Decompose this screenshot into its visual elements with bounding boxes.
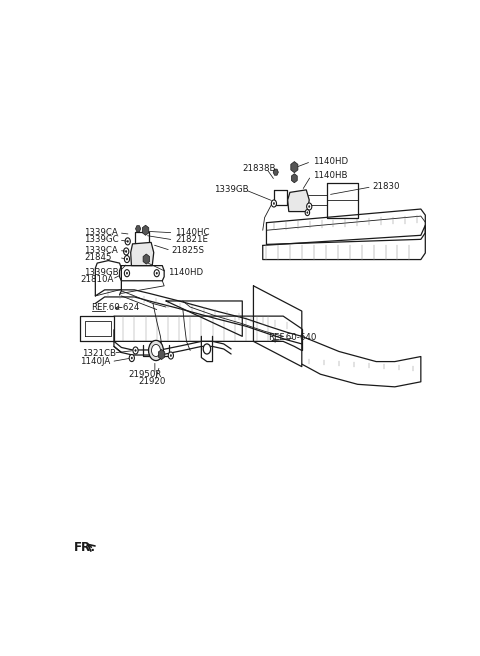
Circle shape <box>156 272 157 274</box>
Text: REF.60-624: REF.60-624 <box>92 302 140 312</box>
Text: 1140HB: 1140HB <box>313 171 348 180</box>
Circle shape <box>127 240 129 242</box>
Circle shape <box>126 258 128 260</box>
Polygon shape <box>158 350 165 359</box>
Text: 1339GB: 1339GB <box>84 268 119 277</box>
Polygon shape <box>131 242 154 266</box>
Polygon shape <box>143 225 149 236</box>
Circle shape <box>124 255 130 262</box>
Text: 1321CB: 1321CB <box>83 348 116 358</box>
Text: 1140HD: 1140HD <box>168 268 203 277</box>
Text: 1140JA: 1140JA <box>81 357 111 366</box>
Circle shape <box>124 248 129 255</box>
Circle shape <box>131 357 132 359</box>
Circle shape <box>170 354 171 356</box>
Text: 21821E: 21821E <box>175 236 208 244</box>
Text: 21838B: 21838B <box>242 164 276 173</box>
Text: FR.: FR. <box>74 541 96 554</box>
Circle shape <box>307 212 308 213</box>
Circle shape <box>129 354 134 361</box>
Text: 21830: 21830 <box>372 182 400 192</box>
Text: 21810A: 21810A <box>81 275 114 284</box>
Circle shape <box>307 203 312 210</box>
Text: 1140HD: 1140HD <box>313 157 348 166</box>
Polygon shape <box>135 226 141 232</box>
Text: 21825S: 21825S <box>172 246 204 255</box>
Circle shape <box>154 270 159 277</box>
Circle shape <box>309 205 310 207</box>
Text: 1140HC: 1140HC <box>175 228 210 237</box>
Circle shape <box>126 272 128 274</box>
Text: 1339CA: 1339CA <box>84 246 118 255</box>
Text: 1339GB: 1339GB <box>215 186 249 194</box>
Circle shape <box>125 251 127 253</box>
Polygon shape <box>143 254 150 264</box>
Circle shape <box>305 209 310 216</box>
Text: 21845: 21845 <box>84 253 112 262</box>
Text: 1339GC: 1339GC <box>84 236 119 244</box>
Text: REF.60-640: REF.60-640 <box>268 333 317 342</box>
Circle shape <box>133 347 138 354</box>
Polygon shape <box>288 190 309 212</box>
Circle shape <box>152 344 160 357</box>
Polygon shape <box>291 174 297 183</box>
Polygon shape <box>273 169 278 175</box>
Text: 1339CA: 1339CA <box>84 228 118 237</box>
Circle shape <box>125 238 130 245</box>
Circle shape <box>135 350 136 352</box>
Circle shape <box>148 340 163 361</box>
Polygon shape <box>291 161 298 173</box>
Text: 21950R: 21950R <box>129 370 162 379</box>
Circle shape <box>273 203 275 205</box>
Circle shape <box>203 344 211 354</box>
Text: 21920: 21920 <box>138 377 166 386</box>
Circle shape <box>168 352 173 359</box>
Circle shape <box>271 200 276 207</box>
Circle shape <box>124 270 130 277</box>
